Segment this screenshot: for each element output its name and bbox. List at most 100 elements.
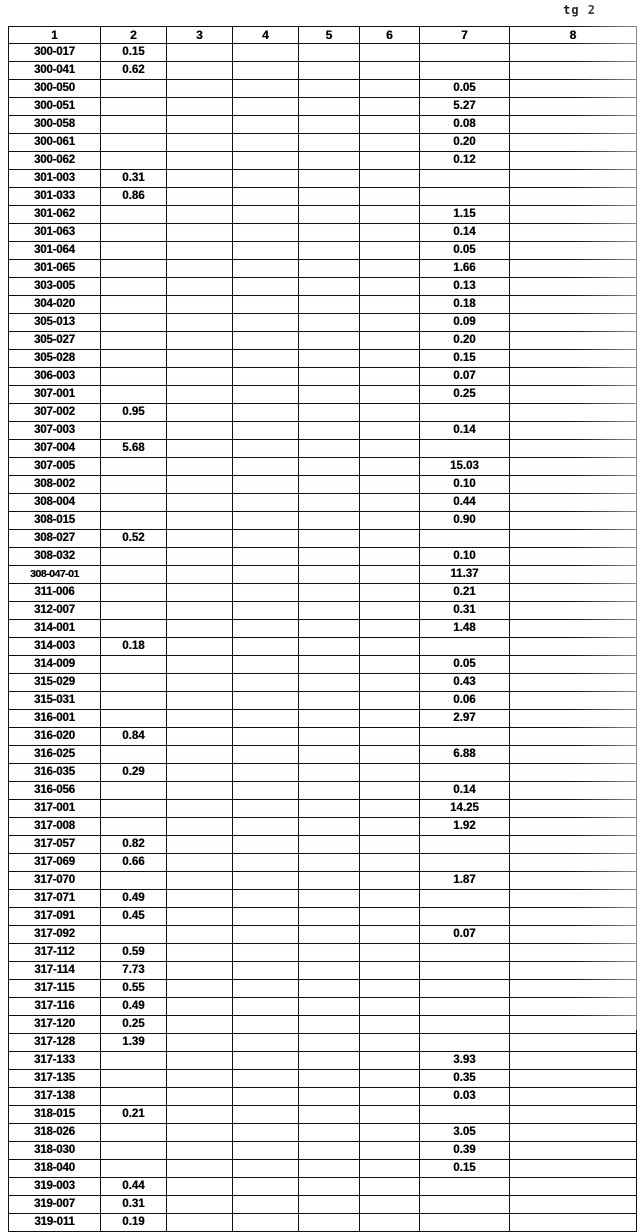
table-row: 314-009 0.05: [8, 655, 637, 674]
row-value-cell-6: [359, 331, 420, 350]
row-value-cell-8: [509, 313, 637, 332]
row-value-cell-8: [509, 871, 637, 890]
row-value-cell-8: [509, 601, 637, 620]
row-value-cell-5: [298, 439, 360, 458]
row-value-cell-3: [166, 241, 233, 260]
row-value-cell-8: [509, 979, 637, 998]
row-value-cell-2: [100, 601, 167, 620]
table-row: 305-027 0.20: [8, 331, 637, 350]
table-row: 300-017 0.15: [8, 43, 637, 62]
row-value-cell-7: 0.13: [419, 277, 510, 296]
row-value-cell-3: [166, 799, 233, 818]
row-code-cell: 314-009: [8, 655, 101, 674]
row-value-cell-6: [359, 1159, 420, 1178]
row-value-cell-5: [298, 151, 360, 170]
row-value-cell-3: [166, 259, 233, 278]
row-value-cell-3: [166, 817, 233, 836]
row-code-cell: 316-035: [8, 763, 101, 782]
table-row: 308-002 0.10: [8, 475, 637, 494]
row-value-cell-3: [166, 313, 233, 332]
row-value-cell-8: [509, 781, 637, 800]
row-value-cell-3: [166, 115, 233, 134]
table-row: 307-005 15.03: [8, 457, 637, 476]
row-value-cell-3: [166, 277, 233, 296]
row-value-cell-6: [359, 241, 420, 260]
row-value-cell-4: [232, 1141, 299, 1160]
row-value-cell-3: [166, 331, 233, 350]
table-row: 317-112 0.59: [8, 943, 637, 962]
row-value-cell-4: [232, 619, 299, 638]
row-code-cell: 317-091: [8, 907, 101, 926]
row-value-cell-6: [359, 853, 420, 872]
row-value-cell-5: [298, 223, 360, 242]
row-value-cell-6: [359, 601, 420, 620]
row-code-cell: 317-069: [8, 853, 101, 872]
row-value-cell-5: [298, 637, 360, 656]
row-value-cell-5: [298, 727, 360, 746]
table-row: 300-050 0.05: [8, 79, 637, 98]
row-value-cell-8: [509, 1195, 637, 1214]
row-value-cell-7: 0.14: [419, 223, 510, 242]
row-value-cell-4: [232, 1105, 299, 1124]
row-value-cell-6: [359, 79, 420, 98]
row-value-cell-7: 1.48: [419, 619, 510, 638]
row-value-cell-5: [298, 169, 360, 188]
row-value-cell-6: [359, 1051, 420, 1070]
table-row: 316-025 6.88: [8, 745, 637, 764]
row-value-cell-5: [298, 925, 360, 944]
row-value-cell-7: 0.09: [419, 313, 510, 332]
row-value-cell-3: [166, 1051, 233, 1070]
row-code-cell: 307-003: [8, 421, 101, 440]
row-value-cell-2: [100, 925, 167, 944]
row-value-cell-7: [419, 943, 510, 962]
row-value-cell-3: [166, 1015, 233, 1034]
row-value-cell-3: [166, 727, 233, 746]
table-row: 301-062 1.15: [8, 205, 637, 224]
table-row: 315-031 0.06: [8, 691, 637, 710]
row-value-cell-5: [298, 475, 360, 494]
row-value-cell-3: [166, 979, 233, 998]
row-value-cell-6: [359, 943, 420, 962]
column-header-4: 4: [232, 26, 299, 44]
row-value-cell-5: [298, 961, 360, 980]
row-value-cell-4: [232, 97, 299, 116]
row-value-cell-6: [359, 1141, 420, 1160]
row-value-cell-4: [232, 799, 299, 818]
row-value-cell-8: [509, 385, 637, 404]
row-value-cell-5: [298, 1033, 360, 1052]
table-row: 300-041 0.62: [8, 61, 637, 80]
row-value-cell-8: [509, 727, 637, 746]
row-value-cell-8: [509, 655, 637, 674]
row-value-cell-3: [166, 43, 233, 62]
row-value-cell-7: [419, 997, 510, 1016]
row-code-cell: 308-015: [8, 511, 101, 530]
row-value-cell-6: [359, 511, 420, 530]
row-value-cell-2: [100, 745, 167, 764]
row-code-cell: 317-120: [8, 1015, 101, 1034]
row-value-cell-5: [298, 43, 360, 62]
row-code-cell: 316-001: [8, 709, 101, 728]
row-value-cell-7: 2.97: [419, 709, 510, 728]
row-value-cell-6: [359, 439, 420, 458]
row-value-cell-3: [166, 601, 233, 620]
row-value-cell-3: [166, 97, 233, 116]
row-value-cell-2: [100, 781, 167, 800]
row-value-cell-5: [298, 1069, 360, 1088]
row-value-cell-4: [232, 673, 299, 692]
table-row: 308-015 0.90: [8, 511, 637, 530]
row-value-cell-7: 0.12: [419, 151, 510, 170]
row-value-cell-5: [298, 529, 360, 548]
row-value-cell-7: 15.03: [419, 457, 510, 476]
row-value-cell-2: 5.68: [100, 439, 167, 458]
table-row: 318-015 0.21: [8, 1105, 637, 1124]
row-value-cell-5: [298, 349, 360, 368]
row-value-cell-8: [509, 1141, 637, 1160]
row-value-cell-7: 0.18: [419, 295, 510, 314]
table-sheet: 1 2 3 4 5 6 7 8 300-017 0.15 300-041 0.62 30…: [8, 26, 637, 1232]
row-value-cell-5: [298, 61, 360, 80]
row-value-cell-5: [298, 547, 360, 566]
row-value-cell-8: [509, 169, 637, 188]
row-code-cell: 312-007: [8, 601, 101, 620]
row-value-cell-5: [298, 421, 360, 440]
row-value-cell-6: [359, 871, 420, 890]
